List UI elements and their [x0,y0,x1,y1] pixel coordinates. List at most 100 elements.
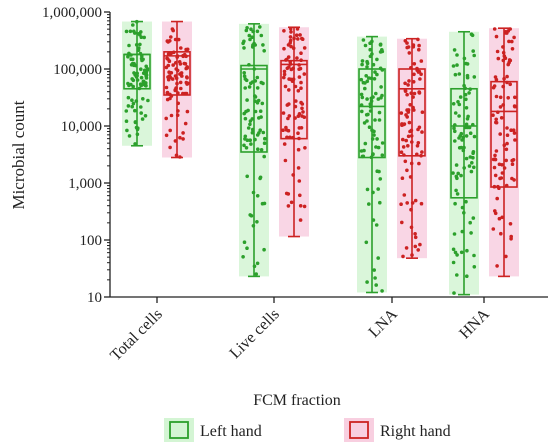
data-point [176,91,180,95]
data-point [366,112,370,117]
data-point [302,72,307,76]
data-point [399,150,404,154]
data-point [455,192,460,196]
data-point [472,253,476,258]
data-point [464,156,469,161]
data-point [126,54,130,59]
data-point [510,162,515,166]
data-point [504,183,509,188]
data-point [248,37,252,42]
data-point [512,35,516,40]
data-point [368,109,373,113]
data-point [171,63,175,67]
data-point [379,85,383,89]
data-point [250,45,255,49]
data-point [495,49,500,54]
data-point [494,34,499,39]
data-point [282,75,286,80]
data-point [181,137,185,141]
data-point [493,211,498,216]
data-point [404,246,409,250]
data-point [294,33,299,37]
data-point [298,33,302,37]
data-point [259,80,264,85]
data-point [453,139,457,143]
data-point [175,68,180,73]
data-point [130,104,134,109]
data-point [471,49,476,53]
data-point [464,97,468,102]
data-point [297,136,301,141]
data-point [243,134,248,139]
data-point [244,146,249,150]
data-point [377,110,382,115]
data-point [376,256,381,260]
data-point [452,232,457,236]
data-point [369,76,374,81]
data-point [363,141,368,146]
data-point [293,116,297,120]
data-point [493,153,497,158]
data-point [286,204,291,208]
y-axis-label: Microbial count [9,100,28,209]
data-point [419,72,423,76]
data-point [399,202,403,206]
data-point [258,25,262,29]
data-point [412,91,417,96]
data-point [360,109,364,114]
data-point [408,175,413,179]
data-point [371,62,376,67]
data-point [464,134,469,138]
data-point [411,80,416,84]
data-point [130,61,135,66]
data-point [124,29,129,34]
data-point [144,81,148,85]
data-point [360,154,365,159]
data-point [370,137,375,141]
data-point [409,207,413,212]
data-point [164,133,169,138]
data-point [472,134,477,139]
data-point [363,81,367,85]
data-point [178,155,182,159]
data-point [133,72,138,76]
plot-area [122,19,519,296]
data-point [458,134,463,138]
data-point [457,102,462,107]
data-point [496,56,501,61]
data-point [257,131,261,135]
data-point [138,42,142,47]
data-point [126,81,130,86]
data-point [262,49,267,53]
data-point [375,169,380,173]
data-point [186,81,190,86]
data-point [124,119,129,123]
data-point [185,75,189,79]
data-point [470,33,475,38]
data-point [510,39,514,44]
data-point [499,231,503,236]
data-point [417,90,422,94]
data-point [508,222,513,226]
data-point [286,128,291,133]
data-point [501,84,506,89]
data-point [413,198,418,203]
data-point [403,81,407,86]
data-point [468,131,473,135]
data-point [459,173,463,178]
data-point [359,103,364,107]
data-point [456,171,461,176]
data-point [185,66,189,70]
data-point [168,52,172,56]
data-point [250,130,255,135]
data-point [455,53,459,57]
data-point [508,82,512,87]
data-point [127,51,131,56]
data-point [283,84,288,89]
data-point [459,250,464,255]
data-point [144,76,149,80]
data-point [140,117,145,121]
data-point [364,240,369,245]
data-point [175,81,179,86]
data-point [255,194,260,198]
